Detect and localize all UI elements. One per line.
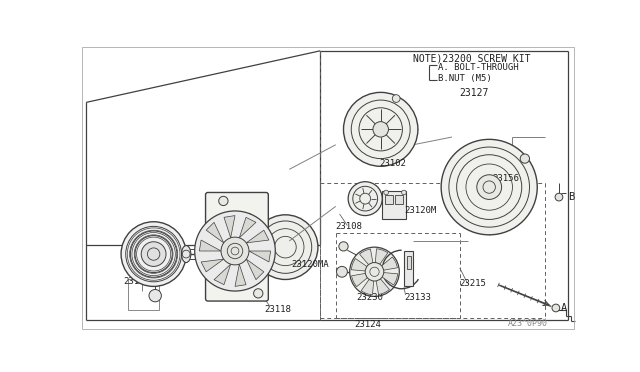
Text: 23215: 23215 [460, 279, 486, 289]
Polygon shape [201, 259, 224, 272]
Polygon shape [235, 264, 246, 286]
Circle shape [384, 190, 388, 195]
Text: A. BOLT-THROUGH: A. BOLT-THROUGH [438, 63, 518, 72]
Circle shape [339, 242, 348, 251]
Polygon shape [246, 230, 269, 243]
Circle shape [392, 95, 400, 102]
Text: 23100: 23100 [226, 212, 253, 221]
Text: B: B [568, 192, 575, 202]
Bar [404, 251, 413, 286]
Text: 23156: 23156 [492, 174, 519, 183]
Bar [382, 191, 406, 219]
Circle shape [219, 196, 228, 206]
Text: 23133: 23133 [404, 294, 431, 302]
Circle shape [344, 92, 418, 166]
Circle shape [121, 222, 186, 286]
Circle shape [221, 237, 249, 265]
Wedge shape [374, 249, 388, 272]
Circle shape [555, 193, 563, 201]
Text: 23230: 23230 [356, 294, 383, 302]
Wedge shape [351, 272, 374, 287]
Bar [385, 195, 393, 204]
Circle shape [402, 190, 406, 195]
Text: NOTE)23200 SCREW KIT: NOTE)23200 SCREW KIT [413, 54, 531, 64]
Circle shape [195, 211, 275, 291]
Text: 23102: 23102 [379, 158, 406, 168]
Circle shape [253, 289, 263, 298]
Circle shape [253, 215, 318, 279]
Circle shape [520, 154, 529, 163]
Circle shape [441, 140, 537, 235]
Polygon shape [214, 264, 230, 285]
Circle shape [149, 289, 161, 302]
Bar [407, 256, 411, 269]
Circle shape [349, 247, 399, 296]
Text: 23127: 23127 [460, 88, 489, 98]
Text: A: A [561, 302, 567, 312]
Circle shape [141, 242, 166, 266]
Polygon shape [239, 217, 256, 238]
Circle shape [373, 122, 388, 137]
Wedge shape [374, 272, 397, 285]
Polygon shape [206, 222, 224, 243]
Bar [396, 195, 403, 204]
Text: 23113: 23113 [232, 266, 259, 275]
Text: B.NUT (M5): B.NUT (M5) [438, 74, 492, 83]
Text: 23120M: 23120M [404, 206, 436, 215]
Polygon shape [246, 259, 264, 280]
FancyBboxPatch shape [205, 192, 268, 301]
Text: 23124: 23124 [355, 320, 381, 329]
Text: 23120MA: 23120MA [292, 260, 329, 269]
Wedge shape [360, 249, 374, 272]
Polygon shape [199, 240, 221, 251]
Text: A23^0P90: A23^0P90 [508, 319, 548, 328]
Circle shape [337, 266, 348, 277]
Text: 23108: 23108 [336, 222, 363, 231]
Wedge shape [361, 272, 374, 295]
Polygon shape [224, 216, 235, 238]
Wedge shape [374, 272, 390, 295]
Text: 23150: 23150 [124, 277, 150, 286]
Bar [128, 279, 159, 310]
Ellipse shape [182, 246, 191, 263]
Circle shape [477, 175, 502, 199]
Wedge shape [351, 259, 374, 272]
Circle shape [552, 304, 560, 312]
Wedge shape [374, 257, 397, 272]
Polygon shape [249, 251, 271, 262]
Text: 23118: 23118 [264, 305, 291, 314]
Circle shape [365, 263, 384, 281]
Circle shape [348, 182, 382, 216]
Text: 23113: 23113 [223, 268, 248, 277]
